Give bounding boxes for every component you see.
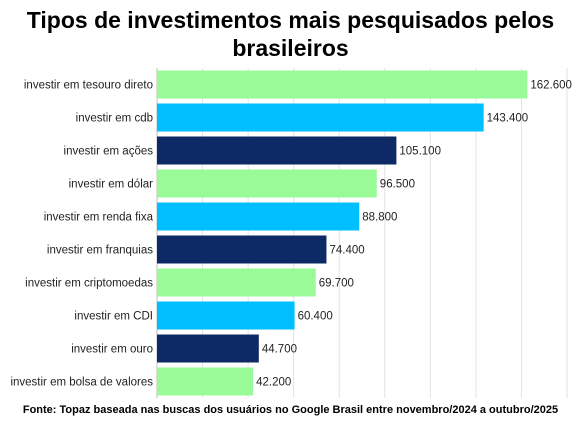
bar [157, 70, 528, 99]
chart-source: Fonte: Topaz baseada nas buscas dos usuá… [22, 404, 559, 416]
bar [157, 202, 360, 231]
bar [157, 169, 377, 198]
value-label: 44.700 [262, 344, 297, 356]
bar [157, 367, 254, 396]
value-label: 42.200 [256, 377, 291, 389]
category-label: investir em criptomoedas [25, 278, 153, 290]
category-label: investir em ouro [71, 344, 153, 356]
bar [157, 103, 484, 132]
category-label: investir em CDI [74, 311, 153, 323]
category-label: investir em cdb [76, 113, 153, 125]
value-label: 60.400 [298, 311, 333, 323]
category-label: investir em tesouro direto [24, 80, 153, 92]
category-label: investir em dólar [69, 179, 154, 191]
bar [157, 235, 327, 264]
value-label: 96.500 [380, 179, 415, 191]
bar [157, 334, 259, 363]
chart-title: Tipos de investimentos mais pesquisados … [26, 7, 555, 61]
value-label: 143.400 [487, 113, 529, 125]
category-label: investir em franquias [47, 245, 153, 257]
bar [157, 268, 316, 297]
value-label: 162.600 [530, 80, 572, 92]
value-label: 88.800 [362, 212, 397, 224]
bar [157, 136, 397, 165]
category-label: investir em bolsa de valores [10, 377, 153, 389]
bar [157, 301, 295, 330]
category-label: investir em ações [64, 146, 154, 158]
value-label: 74.400 [329, 245, 364, 257]
category-label: investir em renda fixa [44, 212, 154, 224]
value-label: 69.700 [319, 278, 354, 290]
value-label: 105.100 [399, 146, 441, 158]
